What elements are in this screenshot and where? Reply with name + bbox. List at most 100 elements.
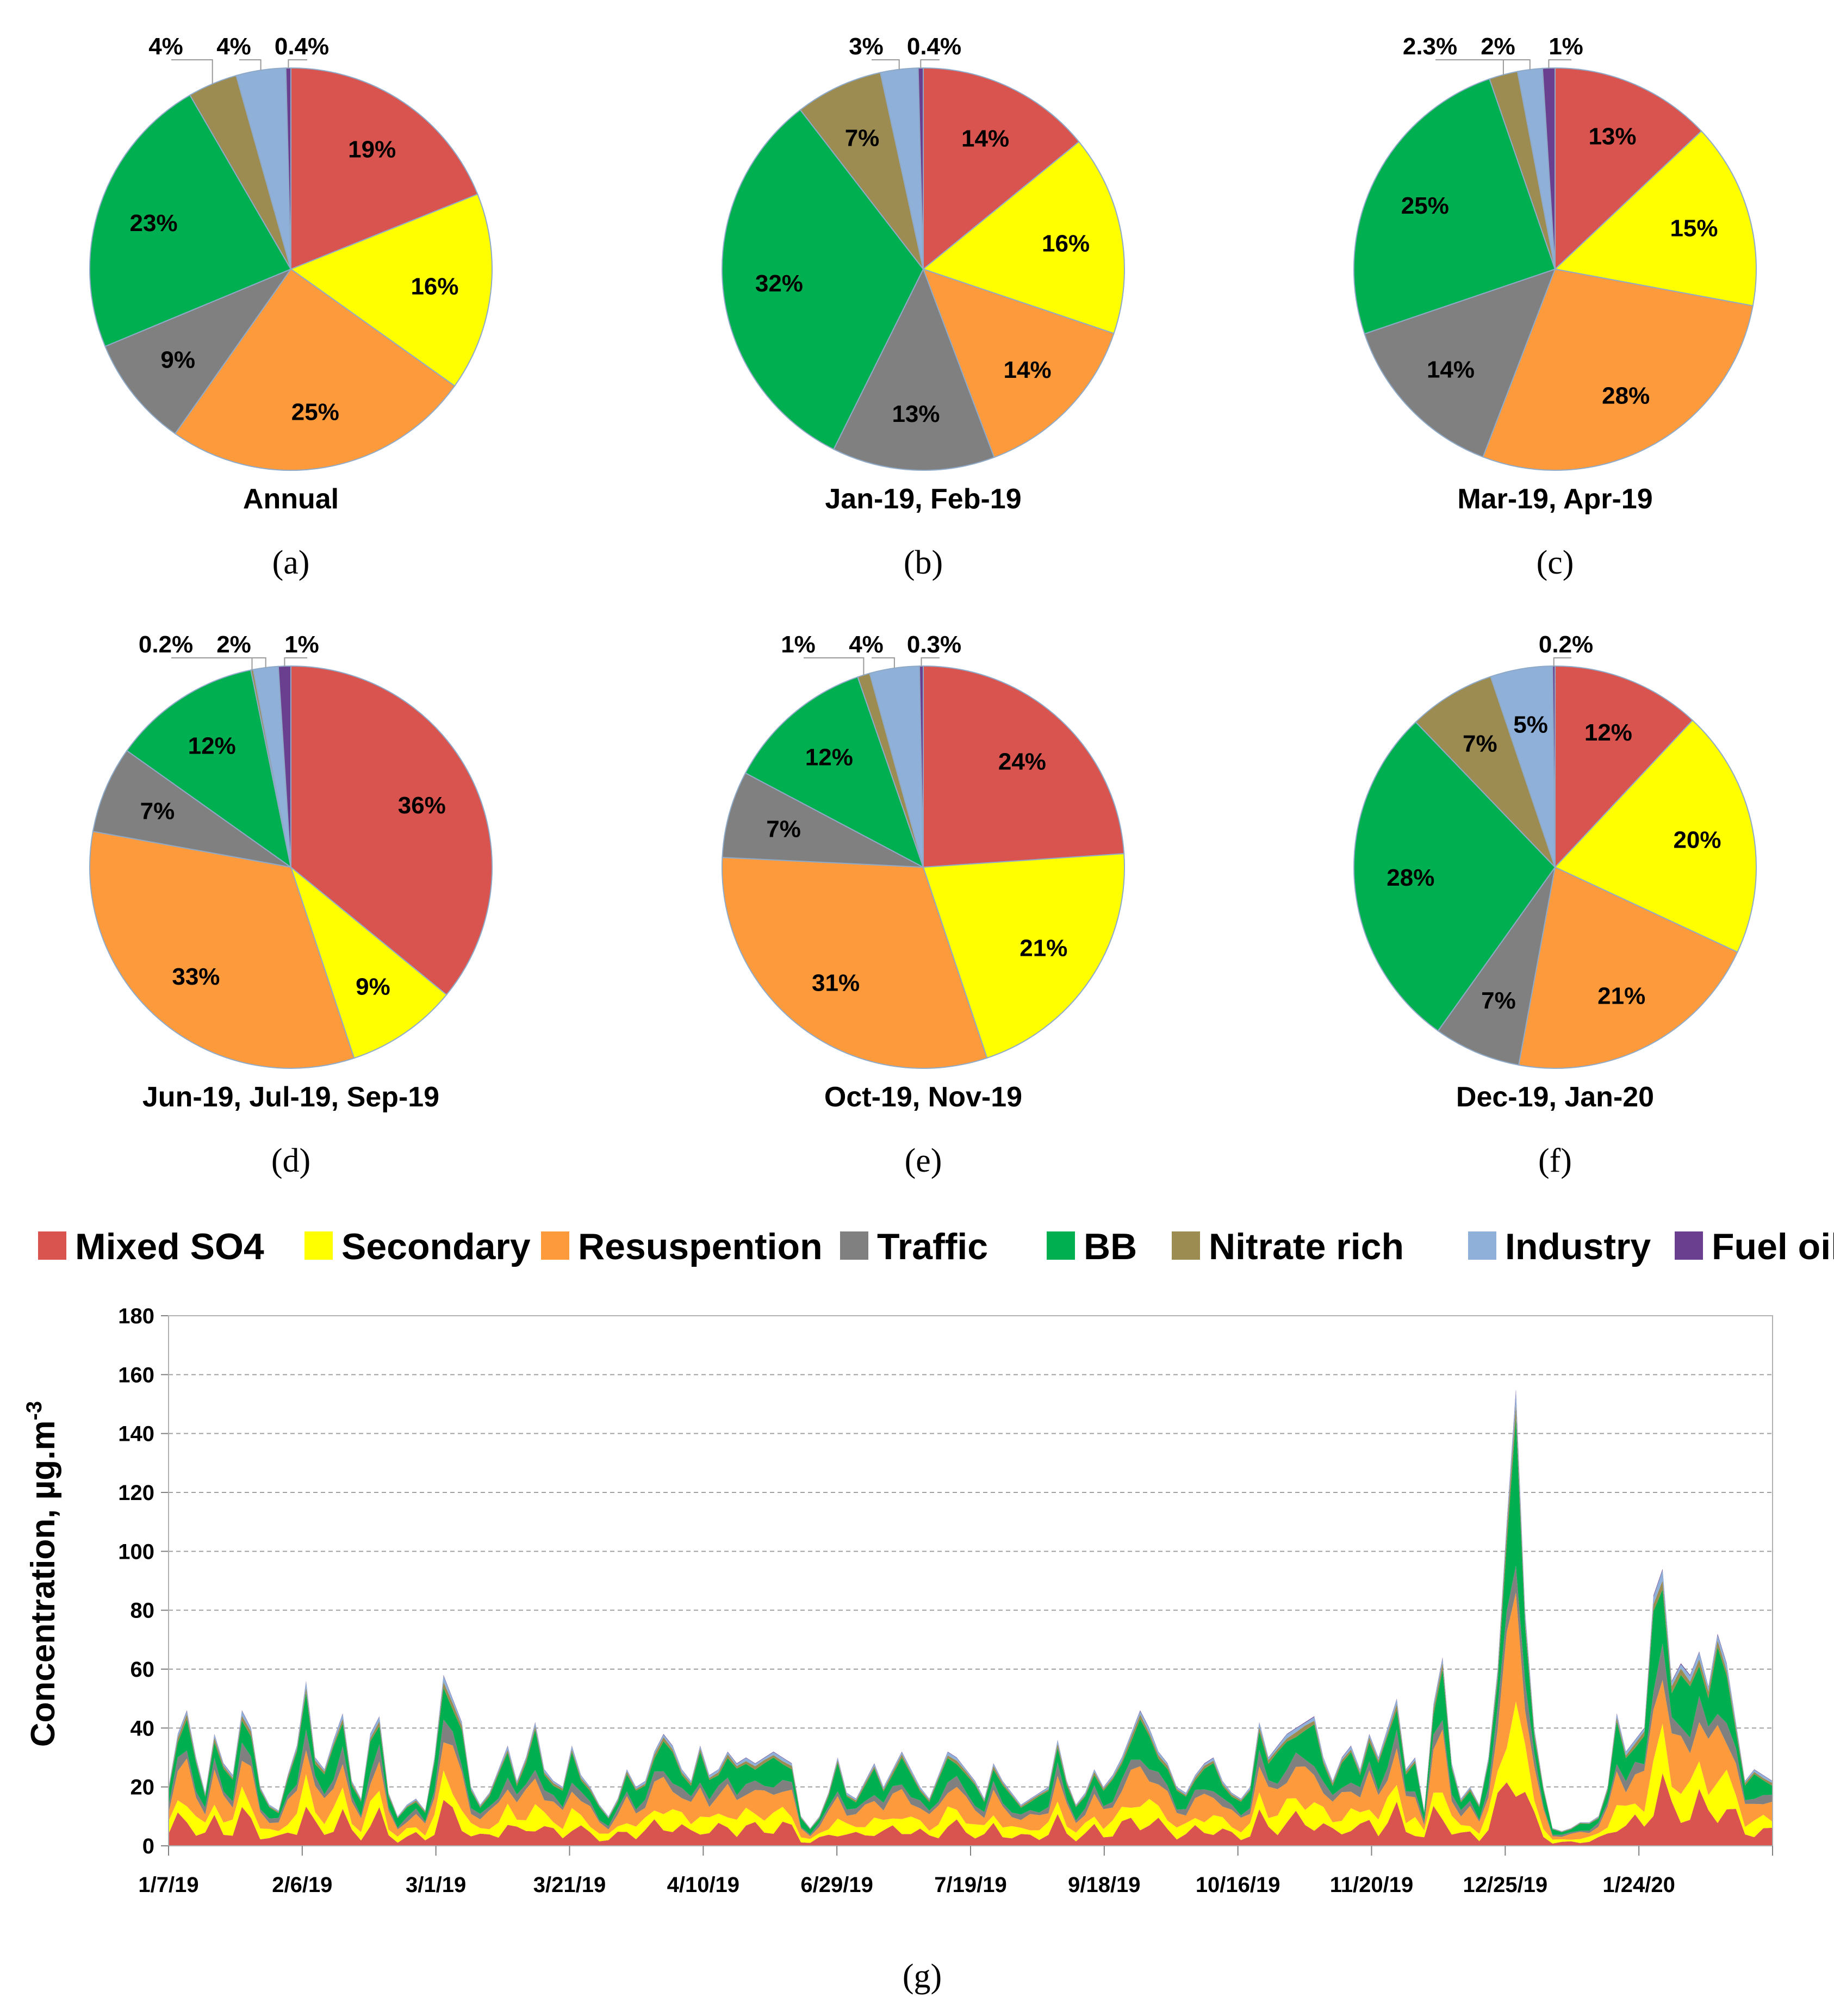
slice-label-industry: 5% — [1513, 711, 1548, 738]
y-tick-label: 180 — [118, 1304, 154, 1328]
subfigure-label: (b) — [904, 544, 943, 581]
legend-swatch — [38, 1231, 66, 1260]
slice-mixed-so4 — [923, 665, 1125, 868]
area-series-mixed-so4 — [169, 1773, 1773, 1846]
slice-bb — [89, 94, 292, 347]
slice-label-traffic: 7% — [140, 798, 175, 825]
slice-label-secondary: 21% — [1019, 935, 1067, 961]
slice-label-traffic: 14% — [1427, 357, 1475, 383]
area-axes: 0 20 40 60 80 100 120 140 160 180 1/7/19 2/6/19 3/1/… — [118, 1304, 1773, 1897]
slice-label-bb: 23% — [130, 210, 178, 237]
legend-label: Resuspention — [578, 1226, 823, 1267]
legend-swatch — [1047, 1231, 1075, 1260]
slice-label-fuel-oil: 1% — [1549, 33, 1583, 60]
slice-resuspention — [1518, 866, 1738, 1069]
leader-line-industry — [239, 59, 262, 71]
slice-secondary — [1553, 130, 1757, 307]
pie-title: Oct-19, Nov-19 — [824, 1081, 1022, 1113]
leader-line-nitrate-rich — [804, 657, 865, 675]
slice-label-secondary: 16% — [1042, 230, 1090, 257]
y-tick-label: 140 — [118, 1422, 154, 1446]
slice-label-fuel-oil: 0.2% — [1539, 631, 1593, 658]
leader-line-nitrate-rich — [171, 59, 213, 84]
y-tick-label: 80 — [130, 1599, 155, 1623]
slice-label-industry: 2% — [1481, 33, 1515, 60]
pie-title: Mar-19, Apr-19 — [1457, 483, 1652, 515]
subfigure-label: (a) — [272, 544, 310, 581]
slice-resuspention — [89, 831, 355, 1069]
slice-label-resuspention: 33% — [172, 963, 220, 990]
legend-item-traffic: Traffic — [840, 1226, 988, 1267]
legend-item-industry: Industry — [1468, 1226, 1651, 1267]
slice-label-nitrate-rich: 7% — [845, 125, 880, 152]
legend-swatch — [304, 1231, 333, 1260]
slice-label-industry: 4% — [216, 33, 251, 60]
subfigure-label-g: (g) — [903, 1958, 942, 1995]
slice-label-secondary: 20% — [1673, 826, 1721, 853]
legend-swatch — [840, 1231, 868, 1260]
slice-label-nitrate-rich: 7% — [1463, 730, 1497, 757]
area-chart: 0 20 40 60 80 100 120 140 160 180 1/7/19 2/6/19 3/1/… — [22, 1304, 1773, 1995]
y-tick-label: 120 — [118, 1481, 154, 1505]
slice-bb — [126, 669, 292, 869]
slice-label-fuel-oil: 1% — [284, 631, 319, 658]
slice-traffic — [1364, 268, 1556, 458]
slice-traffic — [92, 750, 291, 868]
x-tick-label: 7/19/19 — [934, 1873, 1006, 1897]
leader-line-industry — [1503, 59, 1531, 70]
slice-label-traffic: 7% — [1481, 987, 1516, 1014]
slice-secondary — [922, 853, 1125, 1059]
slice-traffic — [104, 267, 293, 434]
area-series-layers — [169, 1389, 1773, 1846]
slice-label-fuel-oil: 0.4% — [907, 33, 961, 60]
slice-label-resuspention: 28% — [1602, 382, 1650, 409]
y-tick-label: 0 — [142, 1834, 154, 1858]
x-tick-label: 11/20/19 — [1330, 1873, 1414, 1897]
leader-line-fuel-oil — [1553, 657, 1571, 666]
slice-nitrate-rich — [1415, 676, 1556, 868]
leader-line-fuel-oil — [921, 657, 940, 666]
slice-fuel-oil — [285, 67, 291, 270]
y-tick-label: 160 — [118, 1363, 154, 1387]
slice-mixed-so4 — [923, 67, 1080, 271]
slice-label-secondary: 15% — [1670, 215, 1718, 242]
legend-item-fuel-oil: Fuel oil — [1675, 1226, 1834, 1267]
slice-label-resuspention: 14% — [1004, 357, 1052, 383]
legend-label: Nitrate rich — [1209, 1226, 1404, 1267]
slice-label-nitrate-rich: 2.3% — [1403, 33, 1457, 60]
slice-label-mixed-so4: 19% — [348, 136, 396, 163]
legend-label: Traffic — [877, 1226, 988, 1267]
leader-line-fuel-oil — [288, 59, 307, 68]
legend-item-mixed-so4: Mixed SO4 — [38, 1226, 264, 1267]
slice-label-mixed-so4: 24% — [998, 748, 1046, 775]
legend-item-bb: BB — [1047, 1226, 1137, 1267]
x-tick-label: 10/16/19 — [1196, 1873, 1280, 1897]
slice-traffic — [722, 772, 924, 868]
pie--e-: 24% 21% 31% 7% 12% 1% 4% 0.3% Oct-19, Nov-19 (e) — [721, 631, 1125, 1179]
slice-traffic — [1437, 867, 1556, 1066]
y-tick-label: 40 — [130, 1716, 155, 1740]
pie--c-: 13% 15% 28% 14% 25% 2.3% 2% 1% Mar-19, Apr-19 (c) — [1353, 33, 1757, 581]
x-tick-label: 1/7/19 — [138, 1873, 198, 1897]
slice-traffic — [832, 267, 995, 471]
legend-swatch — [541, 1231, 569, 1260]
slice-fuel-oil — [917, 67, 924, 270]
slice-resuspention — [174, 268, 456, 471]
pie-title: Jan-19, Feb-19 — [825, 483, 1021, 515]
pie-title: Dec-19, Jan-20 — [1456, 1081, 1654, 1113]
slice-label-mixed-so4: 36% — [398, 792, 446, 819]
legend-label: Industry — [1505, 1226, 1651, 1267]
slice-fuel-oil — [918, 665, 924, 868]
leader-line-industry — [239, 657, 266, 668]
pie--b-: 14% 16% 14% 13% 32% 7% 3% 0.4% Jan-19, Feb-19 (b) — [722, 33, 1125, 581]
leader-line-fuel-oil — [1548, 59, 1571, 69]
pie--a-: 19% 16% 25% 9% 23% 4% 4% 0.4% Annual (a) — [89, 33, 493, 581]
subfigure-label: (d) — [271, 1142, 310, 1179]
slice-label-nitrate-rich: 0.2% — [139, 631, 193, 658]
slice-bb — [1353, 721, 1556, 1032]
slice-label-traffic: 7% — [766, 816, 801, 843]
legend: Mixed SO4 Secondary Resuspention Traffic BB N… — [38, 1226, 1834, 1267]
slice-label-traffic: 9% — [160, 347, 195, 374]
slice-label-secondary: 16% — [411, 273, 458, 300]
